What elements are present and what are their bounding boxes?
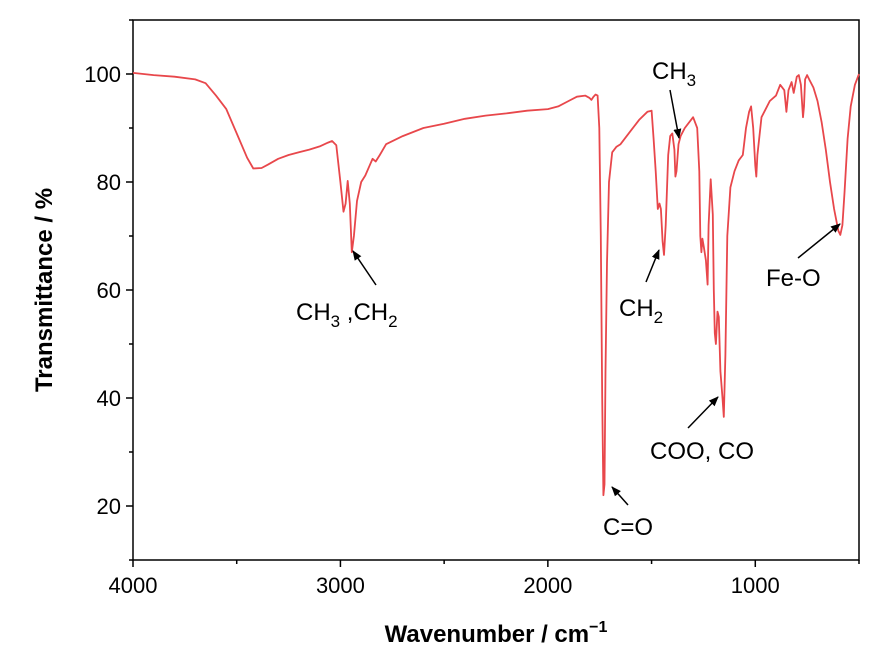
arrow-ch2	[645, 249, 660, 283]
y-tick-label: 60	[97, 278, 121, 303]
x-axis-ticks: 4000 3000 2000 1000	[109, 560, 860, 598]
annotation-fe-o: Fe-O	[766, 265, 821, 292]
x-axis-title: Wavenumber / cm−1	[385, 619, 608, 648]
arrow-fe-o	[797, 223, 841, 259]
spectrum-line	[132, 72, 860, 497]
x-tick-label: 1000	[731, 573, 780, 598]
y-tick-label: 100	[84, 62, 121, 87]
x-tick-label: 2000	[523, 573, 572, 598]
plot-frame	[132, 19, 860, 561]
y-tick-label: 20	[97, 494, 121, 519]
y-axis-title: Transmittance / %	[31, 188, 58, 392]
y-axis-ticks: 20 40 60 80 100	[84, 19, 133, 561]
annotation-ch3: CH3	[652, 58, 696, 90]
x-tick-label: 4000	[109, 573, 158, 598]
annotation-ch2: CH2	[619, 295, 663, 327]
annotation-ch3-ch2: CH3 ,CH2	[296, 299, 398, 331]
y-tick-label: 80	[97, 170, 121, 195]
arrow-ch3-ch2	[352, 250, 377, 286]
annotation-c-o: C=O	[603, 514, 653, 541]
x-tick-label: 3000	[316, 573, 365, 598]
y-tick-label: 40	[97, 386, 121, 411]
annotation-coo-co: COO, CO	[650, 438, 754, 465]
arrow-coo-co	[687, 396, 719, 429]
arrow-c-o	[611, 486, 629, 506]
arrow-ch3	[669, 89, 682, 139]
